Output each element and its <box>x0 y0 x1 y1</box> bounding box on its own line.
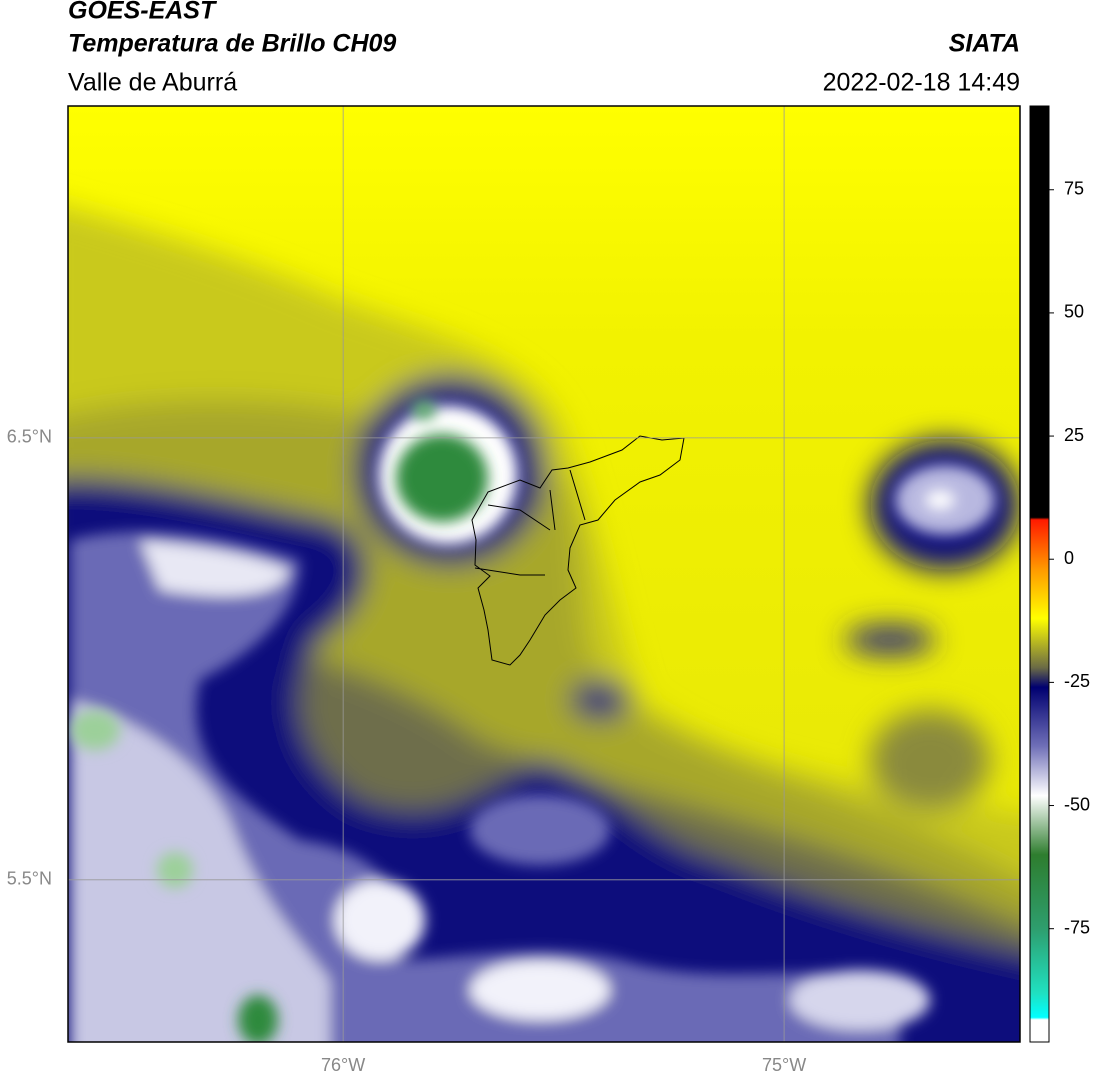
subtitle: Temperatura de Brillo CH09 <box>68 30 396 58</box>
source: SIATA <box>949 30 1020 58</box>
valley-outline <box>471 435 685 666</box>
colorbar-tick-label: 0 <box>1064 548 1074 568</box>
title: GOES-EAST <box>68 0 218 25</box>
brightness-field <box>68 106 1020 1042</box>
colorbar-tick-label: -50 <box>1064 794 1090 814</box>
colorbar-tick-label: 75 <box>1064 178 1084 198</box>
region: Valle de Aburrá <box>68 69 237 97</box>
colorbar <box>1029 105 1050 1043</box>
x-tick-label: 76°W <box>321 1055 365 1075</box>
colorbar-tick-label: -25 <box>1064 671 1090 691</box>
colorbar-tick-label: 50 <box>1064 302 1084 322</box>
colorbar-tick-label: -75 <box>1064 917 1090 937</box>
x-tick-label: 75°W <box>762 1055 806 1075</box>
colorbar-tick-label: 25 <box>1064 425 1084 445</box>
y-tick-label: 6.5°N <box>7 427 52 447</box>
y-tick-label: 5.5°N <box>7 869 52 889</box>
map-frame <box>67 105 1021 1043</box>
datetime: 2022-02-18 14:49 <box>823 69 1020 97</box>
